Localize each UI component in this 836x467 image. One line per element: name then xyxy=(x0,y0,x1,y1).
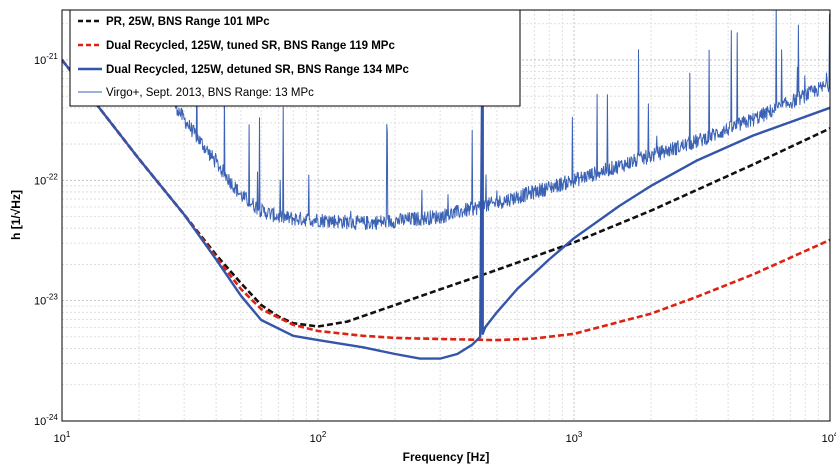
y-tick-label: 10-21 xyxy=(34,52,58,67)
axis-ticks: 101 102 103 104 10-24 10-23 10-22 10-21 xyxy=(34,52,836,445)
legend-label-virgo: Virgo+, Sept. 2013, BNS Range: 13 MPc xyxy=(106,87,314,99)
x-axis-label: Frequency [Hz] xyxy=(403,450,490,464)
y-tick-label: 10-22 xyxy=(34,172,58,187)
legend-label-dual-detuned: Dual Recycled, 125W, detuned SR, BNS Ran… xyxy=(106,64,410,76)
y-tick-label: 10-23 xyxy=(34,293,58,308)
series-lines xyxy=(62,10,830,360)
legend: PR, 25W, BNS Range 101 MPc Dual Recycled… xyxy=(69,9,521,107)
x-tick-label: 102 xyxy=(310,430,327,445)
series-line-2 xyxy=(62,10,830,360)
legend-label-dual-tuned: Dual Recycled, 125W, tuned SR, BNS Range… xyxy=(106,40,395,52)
y-axis-label: h [1/√Hz] xyxy=(9,190,23,240)
legend-box xyxy=(69,9,521,107)
legend-label-pr: PR, 25W, BNS Range 101 MPc xyxy=(106,16,270,28)
y-tick-label: 10-24 xyxy=(34,413,58,428)
x-tick-label: 103 xyxy=(566,430,583,445)
series-line-3 xyxy=(138,10,830,231)
series-line-1 xyxy=(62,59,830,342)
x-tick-label: 101 xyxy=(54,430,71,445)
x-tick-label: 104 xyxy=(822,430,836,445)
